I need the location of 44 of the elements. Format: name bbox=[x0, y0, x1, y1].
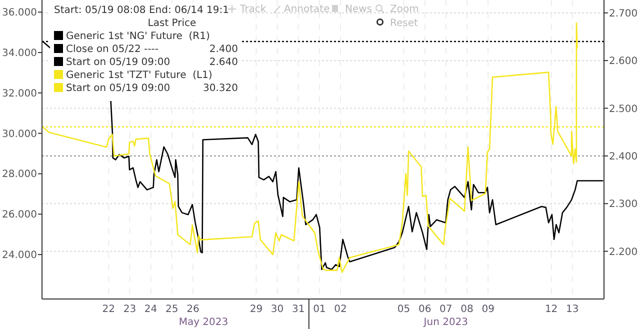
x-tick-label: 12 bbox=[544, 304, 558, 315]
x-tick-label: 02 bbox=[334, 304, 347, 315]
y2-tick-label: 2.200 bbox=[609, 246, 638, 258]
text: Start: 05/19 08:08 End: 06/14 19:1 bbox=[54, 5, 229, 16]
annotation: News bbox=[345, 4, 372, 15]
text: Start on 05/19 09:00 2.640 bbox=[66, 57, 238, 68]
x-tick-label: 24 bbox=[144, 304, 158, 315]
x-tick-label: 25 bbox=[166, 304, 178, 315]
x-tick-label: 07 bbox=[440, 304, 452, 315]
legend-title: Last Price bbox=[148, 18, 196, 29]
y2-tick-label: 2.400 bbox=[609, 151, 638, 162]
x-tick-label: 23 bbox=[123, 304, 136, 315]
y-tick-label: 28.000 bbox=[2, 169, 37, 180]
annotation: Track bbox=[239, 4, 266, 15]
legend-label: Generic 1st 'TZT' Future (L1) bbox=[66, 70, 212, 81]
x-tick-label: 01 bbox=[313, 304, 326, 315]
annotation: Annotate bbox=[284, 4, 330, 15]
x-tick-label: 09 bbox=[482, 304, 494, 315]
y-tick-label: 30.000 bbox=[2, 128, 37, 140]
text: Start on 05/19 09:00 30.320 bbox=[66, 83, 238, 94]
annotation: Reset bbox=[390, 18, 418, 29]
y2-tick-label: 2.700 bbox=[609, 8, 638, 20]
x-tick-label: 13 bbox=[566, 304, 579, 315]
y2-tick-label: 2.300 bbox=[609, 199, 638, 210]
y-tick-label: 26.000 bbox=[2, 210, 37, 221]
x-tick-label: 08 bbox=[460, 304, 474, 315]
text: Jun 2023 bbox=[422, 317, 468, 328]
legend-label: Generic 1st 'NG' Future (R1) bbox=[66, 31, 210, 42]
text: May 2023 bbox=[178, 317, 228, 328]
x-tick-label: 31 bbox=[292, 304, 305, 315]
y-tick-label: 32.000 bbox=[2, 88, 37, 100]
x-tick-label: 29 bbox=[250, 304, 263, 315]
text: Close on 05/22 ---- 2.400 bbox=[66, 44, 238, 55]
x-tick-label: 22 bbox=[102, 304, 116, 315]
y-tick-label: 36.000 bbox=[2, 8, 37, 19]
y2-tick-label: 2.600 bbox=[609, 56, 638, 68]
x-tick-label: 26 bbox=[186, 304, 200, 315]
x-tick-label: 06 bbox=[418, 304, 432, 315]
y2-tick-label: 2.500 bbox=[609, 104, 638, 115]
x-tick-label: 30 bbox=[270, 304, 284, 315]
annotation: Zoom bbox=[390, 4, 419, 15]
x-tick-label: 05 bbox=[397, 304, 410, 315]
y-tick-label: 34.000 bbox=[2, 48, 37, 60]
y-tick-label: 24.000 bbox=[2, 250, 37, 262]
